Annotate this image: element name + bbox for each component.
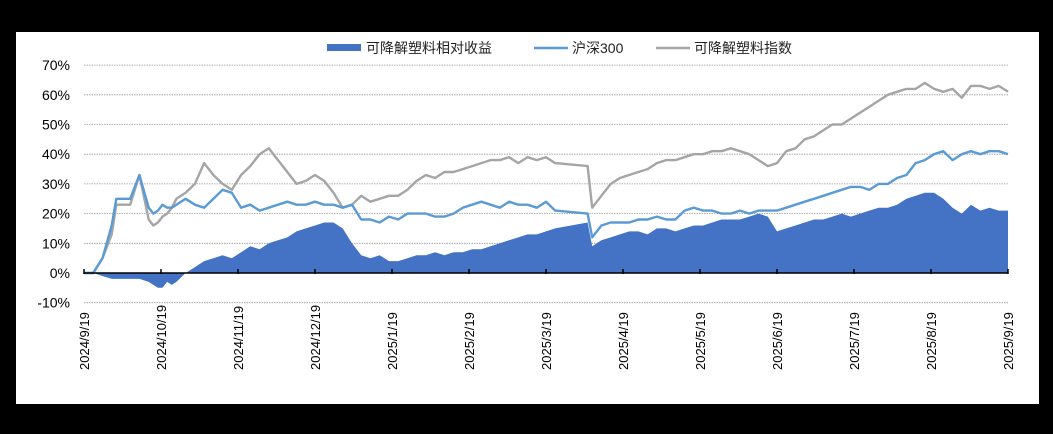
- chart-canvas: -10%0%10%20%30%40%50%60%70% 2024/9/19 202…: [37, 40, 1016, 370]
- y-axis-ticks: -10% 0% 10% 20% 30% 40% 50% 60% 70%: [37, 57, 70, 311]
- x-tick-label: 2025/4/19: [616, 312, 631, 370]
- legend: 可降解塑料相对收益 沪深300 可降解塑料指数: [327, 40, 792, 56]
- y-tick-label: 0%: [50, 265, 70, 281]
- relative-return-area-path: [84, 192, 1008, 288]
- legend-label-relative: 可降解塑料相对收益: [366, 40, 492, 56]
- x-tick-label: 2025/3/19: [539, 312, 554, 370]
- legend-swatch-relative: [327, 44, 361, 51]
- y-tick-label: 60%: [42, 87, 70, 103]
- x-tick-label: 2024/12/19: [308, 305, 323, 370]
- y-tick-label: -10%: [37, 295, 70, 311]
- x-tick-label: 2025/7/19: [847, 312, 862, 370]
- index-line: [84, 81, 1009, 275]
- y-tick-label: 30%: [42, 176, 70, 192]
- x-tick-label: 2025/1/19: [385, 312, 400, 370]
- x-tick-label: 2025/6/19: [770, 312, 785, 370]
- x-tick-label: 2025/5/19: [693, 312, 708, 370]
- x-tick-label: 2024/10/19: [154, 305, 169, 370]
- hs300-line: [84, 149, 1009, 275]
- x-tick-label: 2025/8/19: [924, 312, 939, 370]
- x-tick-label: 2024/9/19: [77, 312, 92, 370]
- y-tick-label: 10%: [42, 235, 70, 251]
- y-tick-label: 70%: [42, 57, 70, 73]
- x-axis: 2024/9/19 2024/10/19 2024/11/19 2024/12/19 2…: [77, 269, 1016, 370]
- y-tick-label: 50%: [42, 117, 70, 133]
- y-tick-label: 40%: [42, 146, 70, 162]
- chart-panel: -10% 0% 10% 20% 30% 40% 50% 60% 70% 2024/9/19 202…: [16, 32, 1039, 404]
- x-tick-label: 2024/11/19: [231, 306, 246, 370]
- x-tick-label: 2025/2/19: [462, 312, 477, 370]
- relative-return-area: [84, 192, 1008, 288]
- legend-label-hs300: 沪深300: [572, 40, 624, 56]
- series-lines: [84, 81, 1009, 275]
- y-tick-label: 20%: [42, 206, 70, 222]
- x-tick-label: 2025/9/19: [1001, 312, 1016, 370]
- legend-label-index: 可降解塑料指数: [694, 40, 792, 56]
